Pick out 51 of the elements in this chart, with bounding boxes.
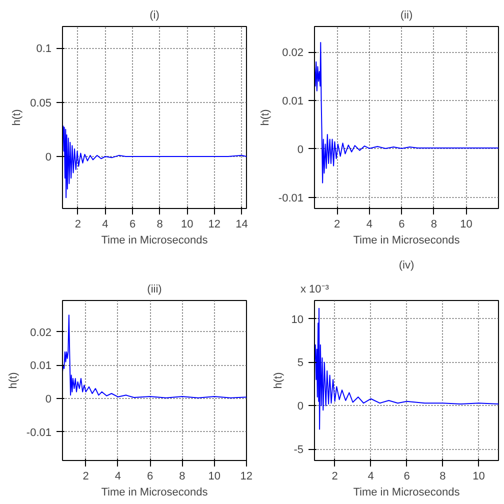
y-tick-label: 0 bbox=[297, 144, 304, 156]
y-axis-title: h(t) bbox=[11, 109, 24, 126]
text: x 10⁻³ bbox=[300, 284, 330, 296]
x-axis-title: Time in Microseconds bbox=[353, 234, 460, 246]
x-axis-title: Time in Microseconds bbox=[101, 234, 208, 246]
x-axis-title: Time in Microseconds bbox=[101, 486, 208, 498]
x-tick-label: 6 bbox=[147, 470, 154, 482]
y-tick-label: 0.01 bbox=[282, 96, 304, 108]
x-tick-label: 14 bbox=[236, 218, 248, 230]
chart-title: (iv) bbox=[398, 260, 414, 272]
x-tick-label: 6 bbox=[129, 218, 136, 230]
x-tick-label: 10 bbox=[181, 218, 194, 230]
x-tick-label: 2 bbox=[82, 470, 89, 482]
x-tick-label: 10 bbox=[472, 470, 485, 482]
x-tick-label: 8 bbox=[440, 470, 446, 482]
y-axis-title: h(t) bbox=[7, 372, 20, 389]
chart-title: (ii) bbox=[400, 10, 413, 22]
x-tick-label: 4 bbox=[114, 470, 122, 482]
y-tick-label: 0.05 bbox=[30, 97, 52, 110]
x-tick-label: 12 bbox=[208, 218, 221, 230]
x-tick-label: 10 bbox=[460, 218, 472, 230]
x-tick-label: 8 bbox=[156, 218, 163, 230]
x-tick-label: 4 bbox=[368, 470, 374, 482]
y-tick-label: -0.01 bbox=[26, 426, 52, 439]
x-tick-label: 2 bbox=[74, 218, 81, 230]
y-tick-label: 0 bbox=[45, 152, 52, 164]
y-tick-label: 0.1 bbox=[36, 43, 52, 56]
x-tick-label: 8 bbox=[430, 218, 438, 230]
x-tick-label: 2 bbox=[334, 218, 340, 230]
y-tick-label: 0.02 bbox=[30, 326, 52, 339]
y-tick-label: -0.01 bbox=[278, 192, 304, 204]
y-axis-title: h(t) bbox=[259, 109, 272, 126]
x-tick-label: 6 bbox=[398, 218, 405, 230]
x-tick-label: 4 bbox=[102, 218, 108, 230]
x-tick-label: 2 bbox=[332, 470, 338, 482]
y-tick-label: 0.01 bbox=[30, 360, 52, 372]
x-tick-label: 6 bbox=[404, 470, 410, 482]
y-tick-label: 0.02 bbox=[282, 47, 304, 60]
y-tick-label: 10 bbox=[291, 314, 304, 326]
y-tick-label: 0 bbox=[297, 400, 304, 413]
x-tick-label: 10 bbox=[208, 470, 220, 482]
x-tick-label: 8 bbox=[179, 470, 186, 482]
chart-title: (i) bbox=[150, 10, 160, 22]
y-axis-title: h(t) bbox=[272, 372, 284, 389]
x-axis-title: Time in Microseconds bbox=[353, 486, 460, 498]
y-tick-label: 0 bbox=[45, 394, 52, 406]
x-tick-label: 4 bbox=[366, 218, 372, 230]
y-tick-label: 5 bbox=[297, 357, 304, 370]
x-tick-label: 12 bbox=[240, 470, 253, 482]
chart-title: (iii) bbox=[147, 284, 162, 296]
y-tick-label: -5 bbox=[294, 444, 304, 456]
